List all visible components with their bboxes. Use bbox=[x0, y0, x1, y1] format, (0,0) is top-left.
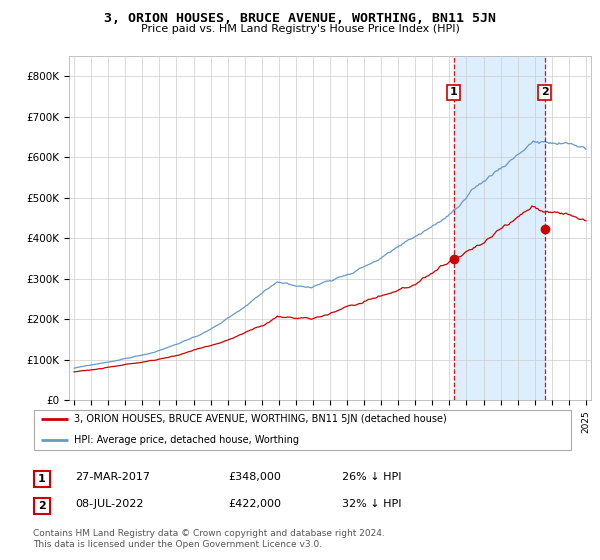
FancyBboxPatch shape bbox=[34, 410, 571, 450]
Text: 3, ORION HOUSES, BRUCE AVENUE, WORTHING, BN11 5JN: 3, ORION HOUSES, BRUCE AVENUE, WORTHING,… bbox=[104, 12, 496, 25]
Text: Contains HM Land Registry data © Crown copyright and database right 2024.
This d: Contains HM Land Registry data © Crown c… bbox=[33, 529, 385, 549]
Text: £422,000: £422,000 bbox=[228, 499, 281, 509]
FancyBboxPatch shape bbox=[34, 472, 50, 487]
FancyBboxPatch shape bbox=[34, 498, 50, 514]
Text: £348,000: £348,000 bbox=[228, 472, 281, 482]
Text: 2: 2 bbox=[541, 87, 548, 97]
Text: 08-JUL-2022: 08-JUL-2022 bbox=[75, 499, 143, 509]
Text: 1: 1 bbox=[38, 474, 46, 484]
Text: 27-MAR-2017: 27-MAR-2017 bbox=[75, 472, 150, 482]
Text: 26% ↓ HPI: 26% ↓ HPI bbox=[342, 472, 401, 482]
Bar bbox=[454, 56, 545, 400]
Text: HPI: Average price, detached house, Worthing: HPI: Average price, detached house, Wort… bbox=[74, 435, 299, 445]
Text: 1: 1 bbox=[450, 87, 458, 97]
Text: 3, ORION HOUSES, BRUCE AVENUE, WORTHING, BN11 5JN (detached house): 3, ORION HOUSES, BRUCE AVENUE, WORTHING,… bbox=[74, 414, 446, 424]
Text: Price paid vs. HM Land Registry's House Price Index (HPI): Price paid vs. HM Land Registry's House … bbox=[140, 24, 460, 34]
Text: 32% ↓ HPI: 32% ↓ HPI bbox=[342, 499, 401, 509]
Text: 2: 2 bbox=[38, 501, 46, 511]
